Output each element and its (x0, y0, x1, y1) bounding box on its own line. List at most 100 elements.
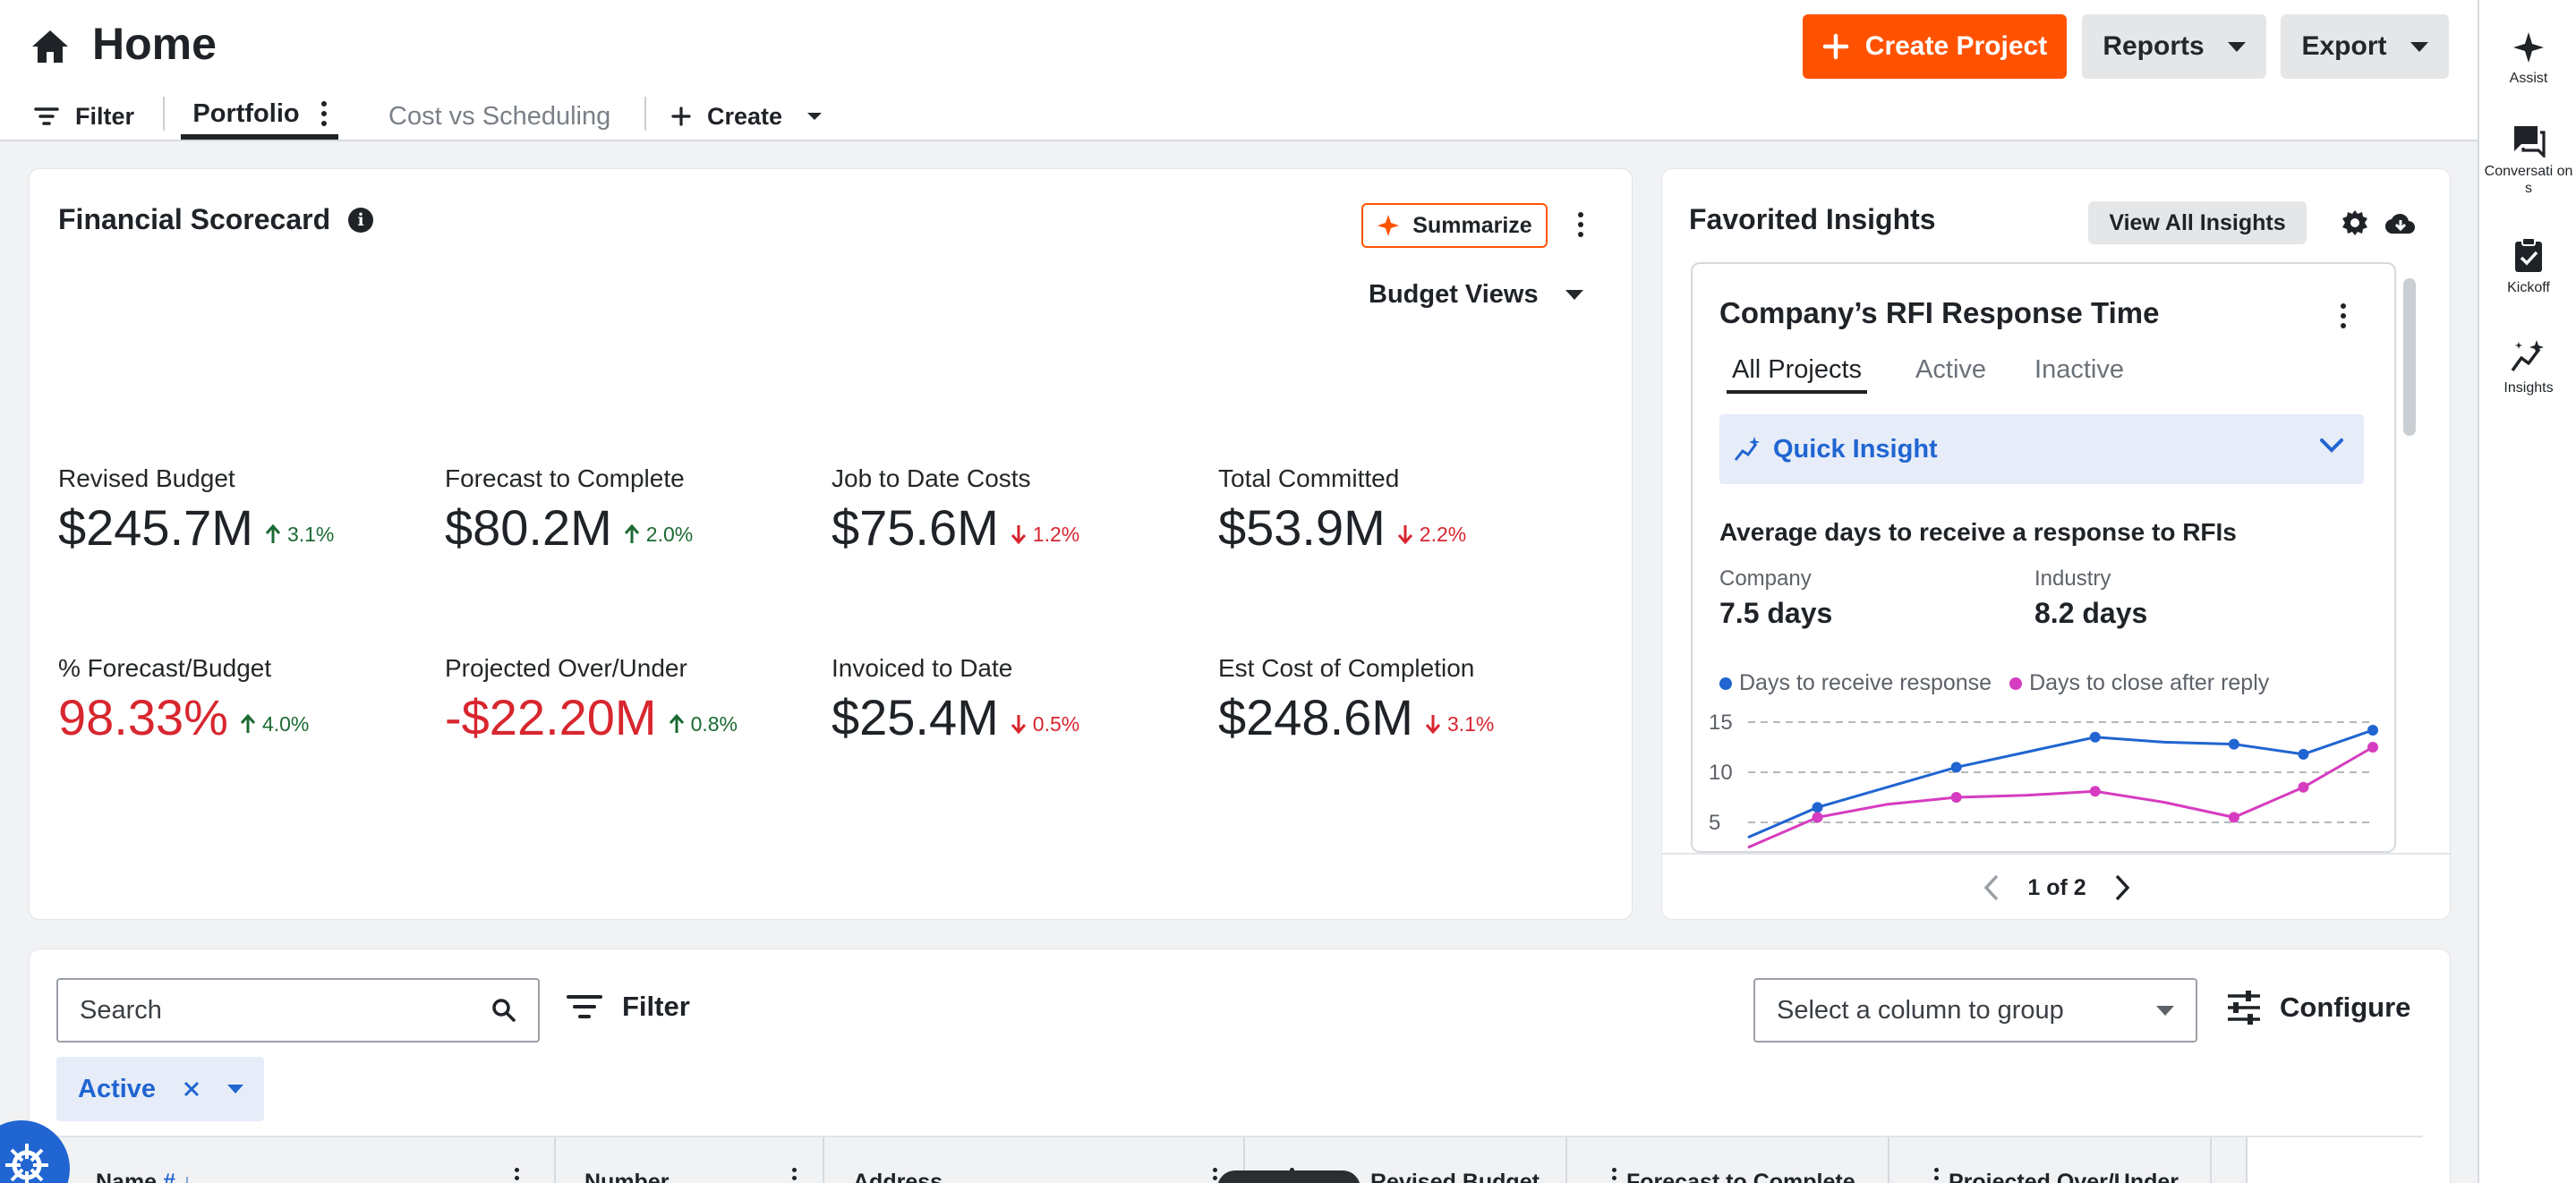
data-point[interactable] (1812, 802, 1823, 813)
column-header-number[interactable]: Number (554, 1137, 823, 1183)
active-chip-label: Active (78, 1074, 157, 1103)
data-point[interactable] (1812, 812, 1823, 823)
insight-card-more-icon[interactable] (2341, 303, 2346, 328)
create-project-button[interactable]: Create Project (1803, 14, 2067, 79)
rail-item-label: Kickoff (2507, 280, 2550, 295)
financial-scorecard-card: Financial Scorecard i Summarize Budget V… (29, 168, 1633, 920)
insights-pager: 1 of 2 (1662, 853, 2452, 921)
tab-active[interactable]: Active (1915, 355, 1987, 384)
metric-trend: 2.0% (623, 523, 693, 547)
rail-item-label: Assist (2509, 71, 2548, 86)
create-view-button[interactable]: Create (671, 93, 823, 140)
home-icon[interactable] (30, 29, 70, 64)
budget-views-dropdown[interactable]: Budget Views (1369, 280, 1583, 310)
y-tick-label: 10 (1709, 761, 1733, 785)
metric-value: $75.6M (832, 499, 999, 556)
summarize-button[interactable]: Summarize (1361, 203, 1548, 248)
column-label: Forecast to Complete (1626, 1170, 1855, 1183)
column-menu-icon[interactable] (1934, 1168, 1939, 1183)
cloud-download-icon[interactable] (2385, 210, 2416, 235)
legend-label: Days to close after reply (2029, 670, 2270, 695)
tab-all-projects[interactable]: All Projects (1727, 355, 1868, 394)
arrow-down-icon (1010, 523, 1028, 545)
sliders-icon (2228, 991, 2260, 1025)
metric-tile: Invoiced to Date $25.4M 0.5% (832, 654, 1207, 746)
active-filter-chip[interactable]: Active (56, 1057, 264, 1121)
filter-tab[interactable]: Filter (34, 93, 134, 140)
chevron-left-icon[interactable] (1983, 873, 2000, 902)
gear-icon[interactable] (2341, 209, 2369, 237)
rail-item-conversations[interactable]: Conversati ons (2479, 123, 2576, 197)
rail-item-assist[interactable]: Assist (2479, 30, 2576, 87)
metric-tile: Revised Budget $245.7M 3.1% (58, 464, 434, 557)
metric-tile: Job to Date Costs $75.6M 1.2% (832, 464, 1207, 557)
export-button[interactable]: Export (2281, 14, 2449, 79)
caret-down-icon[interactable] (227, 1085, 244, 1094)
scorecard-title: Financial Scorecard (58, 203, 331, 235)
metric-trend: 0.5% (1010, 712, 1079, 736)
nav-divider (644, 97, 646, 131)
rail-item-label: Conversati ons (2484, 164, 2573, 196)
reports-button[interactable]: Reports (2082, 14, 2266, 79)
scrollbar-thumb[interactable] (2403, 278, 2416, 436)
metric-trend: 2.2% (1396, 523, 1466, 547)
series-line (1747, 728, 2374, 839)
column-menu-icon[interactable] (792, 1168, 797, 1183)
tab-cost-vs-scheduling[interactable]: Cost vs Scheduling (388, 101, 611, 131)
table-filter-label: Filter (622, 991, 690, 1022)
scorecard-more-icon[interactable] (1578, 212, 1583, 237)
configure-button[interactable]: Configure (2226, 991, 2410, 1025)
metric-value: $245.7M (58, 499, 253, 556)
chevron-right-icon[interactable] (2113, 873, 2131, 902)
data-point[interactable] (2367, 724, 2378, 736)
metric-trend-value: 2.0% (645, 522, 694, 546)
scorecard-header: Financial Scorecard i (58, 203, 374, 236)
data-point[interactable] (2089, 731, 2101, 743)
y-tick-label: 15 (1709, 711, 1733, 735)
tab-portfolio[interactable]: Portfolio (181, 93, 338, 140)
metric-label: Forecast to Complete (445, 464, 685, 492)
plus-icon (671, 106, 691, 126)
column-header-name[interactable]: Name # ↓ (56, 1137, 554, 1183)
column-menu-icon[interactable] (515, 1168, 519, 1183)
data-point[interactable] (2228, 812, 2239, 823)
close-icon[interactable] (183, 1080, 200, 1098)
arrow-down-icon (1010, 713, 1028, 735)
data-point[interactable] (2298, 748, 2309, 760)
search-input[interactable]: Search (56, 978, 540, 1043)
legend-item: Days to close after reply (2009, 670, 2269, 696)
group-by-placeholder: Select a column to group (1777, 995, 2064, 1025)
metric-trend: 3.1% (1424, 712, 1494, 736)
insight-tabs: All Projects Active Inactive (1727, 355, 2124, 394)
data-point[interactable] (1950, 792, 1962, 803)
tab-inactive[interactable]: Inactive (2034, 355, 2124, 384)
caret-down-icon (2410, 41, 2428, 52)
data-point[interactable] (2367, 742, 2378, 753)
column-header-projected-over-under[interactable]: Projected Over/Under (1888, 1137, 2210, 1183)
column-menu-icon[interactable] (1612, 1168, 1616, 1183)
column-menu-icon[interactable] (1213, 1168, 1217, 1183)
rail-item-kickoff[interactable]: Kickoff (2479, 236, 2576, 296)
data-point[interactable] (1950, 762, 1962, 773)
quick-insight-accordion[interactable]: Quick Insight (1719, 414, 2364, 484)
data-point[interactable] (2228, 738, 2239, 750)
column-header-address[interactable]: Address (823, 1137, 1243, 1183)
plus-icon (1822, 33, 1849, 60)
column-header-forecast-to-complete[interactable]: Forecast to Complete (1565, 1137, 1888, 1183)
data-point[interactable] (2298, 781, 2309, 793)
view-all-insights-button[interactable]: View All Insights (2088, 201, 2307, 244)
table-filter-button[interactable]: Filter (567, 991, 690, 1023)
legend-item: Days to receive response (1719, 670, 1992, 696)
y-tick-label: 5 (1709, 811, 1720, 835)
data-point[interactable] (2089, 786, 2101, 797)
caret-down-icon (1565, 290, 1583, 300)
clipboard-check-icon (2515, 237, 2542, 272)
company-label: Company (1719, 566, 1812, 591)
metric-value: -$22.20M (445, 689, 657, 745)
more-vertical-icon[interactable] (320, 101, 327, 126)
info-icon[interactable]: i (348, 207, 374, 233)
rail-item-insights[interactable]: Insights (2479, 338, 2576, 396)
floating-toolbar[interactable] (1217, 1170, 1361, 1183)
group-by-select[interactable]: Select a column to group (1753, 978, 2197, 1043)
industry-stat: Industry 8.2 days (2034, 566, 2147, 630)
